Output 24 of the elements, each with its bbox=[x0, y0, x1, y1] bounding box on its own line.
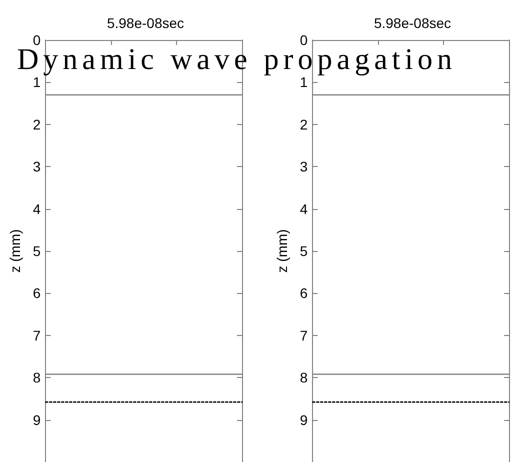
y-tick-label: 8 bbox=[300, 370, 308, 386]
chart-title: 5.98e-08sec bbox=[106, 15, 184, 31]
y-tick-label: 4 bbox=[300, 200, 308, 217]
y-tick-label: 9 bbox=[32, 412, 41, 428]
y-tick-label: 1 bbox=[300, 74, 308, 90]
y-tick-label: 0 bbox=[300, 32, 308, 48]
y-tick-label: 1 bbox=[32, 74, 41, 90]
y-tick-label: 2 bbox=[32, 116, 41, 132]
y-tick-label: 4 bbox=[32, 200, 41, 217]
y-tick-label: 2 bbox=[300, 116, 308, 132]
y-tick-label: 8 bbox=[32, 370, 41, 386]
y-axis-title: z (mm) bbox=[7, 229, 23, 273]
y-tick-label: 0 bbox=[32, 32, 41, 48]
y-tick-label: 3 bbox=[32, 158, 41, 175]
y-tick-label: 5 bbox=[32, 243, 41, 259]
y-tick-label: 9 bbox=[300, 412, 308, 428]
y-tick-label: 3 bbox=[300, 158, 308, 175]
y-tick-label: 5 bbox=[300, 243, 308, 259]
chart-title: 5.98e-08sec bbox=[374, 15, 452, 31]
y-axis-title: z (mm) bbox=[274, 229, 290, 273]
y-tick-label: 7 bbox=[300, 327, 308, 344]
y-tick-label: 6 bbox=[32, 285, 41, 302]
y-tick-label: 7 bbox=[32, 327, 41, 344]
y-tick-label: 6 bbox=[300, 285, 308, 302]
